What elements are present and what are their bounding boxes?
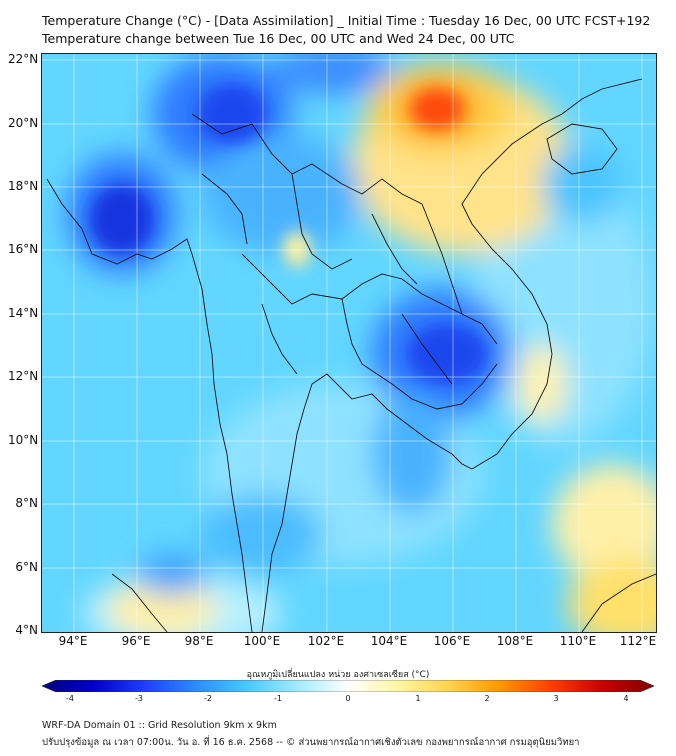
lon-label: 100°E [243, 634, 281, 648]
lat-label: 14°N [8, 306, 39, 320]
lat-label: 20°N [8, 116, 39, 130]
lon-label: 104°E [370, 634, 408, 648]
coastlines-and-borders [46, 78, 656, 632]
colorbar-tick: 4 [623, 694, 629, 703]
lon-label: 112°E [619, 634, 657, 648]
footer-model-info: WRF-DA Domain 01 :: Grid Resolution 9km … [42, 720, 277, 731]
colorbar-tick: 1 [415, 694, 421, 703]
colorbar-title: อุณหภูมิเปลี่ยนแปลง หน่วย องศาเซลเซียส (… [246, 670, 430, 680]
lat-label: 8°N [15, 496, 38, 510]
colorbar-tick: 2 [484, 694, 490, 703]
lon-label: 108°E [496, 634, 534, 648]
colorbar-tick: 3 [553, 694, 559, 703]
lat-label: 12°N [8, 369, 39, 383]
lon-label: 96°E [121, 634, 151, 648]
lat-label: 6°N [15, 560, 38, 574]
colorbar-tick: -4 [66, 694, 74, 703]
map-plot-area [41, 53, 657, 633]
lon-label: 110°E [559, 634, 597, 648]
lon-label: 98°E [184, 634, 214, 648]
lat-label: 4°N [15, 623, 38, 637]
lat-label: 16°N [8, 242, 39, 256]
footer-credit: ปรับปรุงข้อมูล ณ เวลา 07:00น. วัน อ. ที่… [42, 737, 580, 748]
colorbar [42, 680, 654, 692]
colorbar-tick: -3 [135, 694, 143, 703]
map-title: Temperature Change (°C) - [Data Assimila… [42, 12, 650, 48]
lon-label: 106°E [433, 634, 471, 648]
title-line-1: Temperature Change (°C) - [Data Assimila… [42, 13, 651, 28]
colorbar-tick: -2 [204, 694, 212, 703]
lat-label: 10°N [8, 433, 39, 447]
title-line-2: Temperature change between Tue 16 Dec, 0… [42, 31, 515, 46]
colorbar-tick: 0 [345, 694, 351, 703]
lat-label: 22°N [8, 52, 39, 66]
graticule [42, 54, 656, 632]
lon-label: 102°E [307, 634, 345, 648]
lat-label: 18°N [8, 179, 39, 193]
lon-label: 94°E [58, 634, 88, 648]
colorbar-tick: -1 [274, 694, 282, 703]
temperature-field [42, 54, 656, 632]
